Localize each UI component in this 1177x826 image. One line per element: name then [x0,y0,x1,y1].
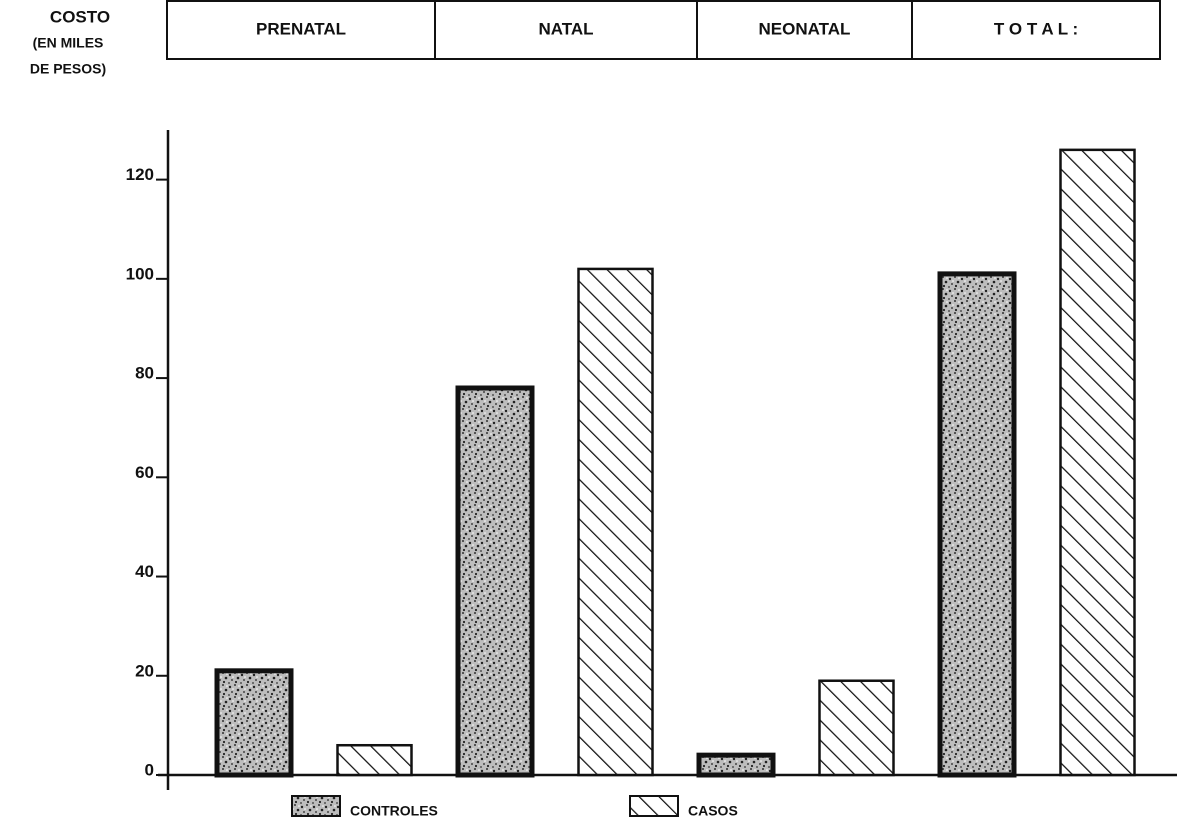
y-tick-label: 100 [126,264,154,283]
y-tick-label: 60 [135,463,154,482]
category-label: NEONATAL [759,19,851,38]
header-table [166,0,1161,60]
legend-label: CASOS [688,803,738,819]
bar [455,385,535,778]
y-axis-title: (EN MILES [33,35,104,51]
bar [336,743,413,777]
legend-swatch [629,795,679,817]
category-label: T O T A L : [994,19,1078,38]
bar [577,267,654,777]
category-label: NATAL [538,19,593,38]
bar [214,668,294,778]
legend-swatch [291,795,341,817]
y-tick-label: 40 [135,562,154,581]
category-label: PRENATAL [256,19,346,38]
y-axis-title: COSTO [50,7,110,26]
legend-label: CONTROLES [350,803,438,819]
bar [818,679,895,777]
y-tick-label: 20 [135,661,154,680]
bar [1059,148,1136,777]
y-tick-label: 80 [135,364,154,383]
y-axis-title: DE PESOS) [30,61,106,77]
y-tick-label: 0 [145,760,154,779]
y-tick-label: 120 [126,165,154,184]
bar [696,752,776,778]
bar [937,271,1017,778]
